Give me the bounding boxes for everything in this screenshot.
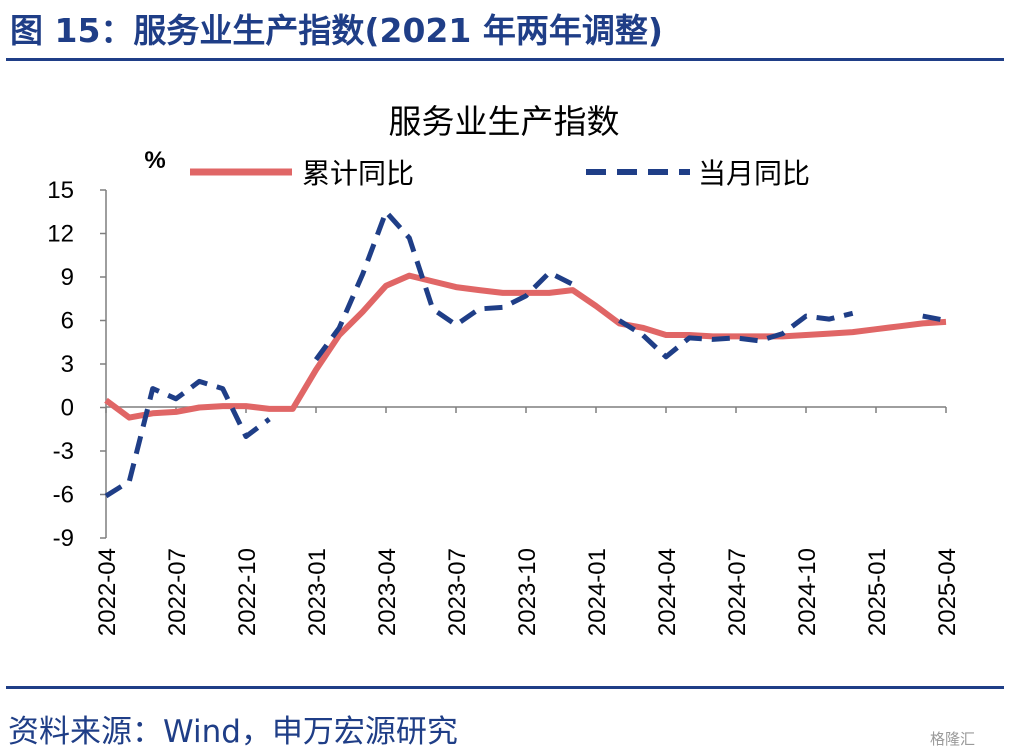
axes (105, 190, 946, 538)
y-axis-unit: % (144, 147, 165, 174)
y-tick-label: 3 (61, 351, 74, 378)
y-tick-label: -6 (53, 482, 74, 509)
x-tick-label: 2024-01 (584, 548, 611, 636)
y-axis-ticks: 15 12 9 6 3 0 -3 -6 -9 (47, 177, 106, 552)
x-axis-ticks: 2022-04 2022-07 2022-10 2023-01 2023-04 2023-… (94, 407, 961, 636)
figure-title: 图 15：服务业生产指数(2021 年两年调整) (10, 11, 663, 50)
legend-label-monthly: 当月同比 (698, 157, 810, 190)
legend-label-cumulative: 累计同比 (302, 157, 414, 190)
series-line-monthly (104, 209, 947, 499)
series-line-cumulative (104, 272, 947, 421)
y-tick-label: 12 (47, 221, 74, 248)
x-tick-label: 2024-07 (724, 548, 751, 636)
x-tick-label: 2023-10 (514, 548, 541, 636)
watermark-text: 格隆汇 (930, 730, 976, 748)
x-tick-label: 2023-01 (304, 548, 331, 636)
header-divider (6, 58, 1004, 61)
x-tick-label: 2022-04 (94, 548, 121, 636)
series-lines (104, 209, 947, 499)
legend: 累计同比 当月同比 (190, 157, 810, 190)
chart: 服务业生产指数 % 累计同比 当月同比 15 12 9 6 3 0 -3 -6 -9 2022-… (47, 102, 961, 636)
chart-title: 服务业生产指数 (389, 102, 620, 141)
x-tick-label: 2022-10 (234, 548, 261, 636)
y-tick-label: 15 (47, 177, 74, 204)
y-tick-label: -9 (53, 525, 74, 552)
x-tick-label: 2025-04 (934, 548, 961, 636)
x-tick-label: 2024-04 (654, 548, 681, 636)
y-tick-label: 6 (61, 308, 74, 335)
y-tick-label: -3 (53, 438, 74, 465)
x-tick-label: 2023-04 (374, 548, 401, 636)
y-tick-label: 0 (61, 395, 74, 422)
x-tick-label: 2025-01 (864, 548, 891, 636)
y-tick-label: 9 (61, 264, 74, 291)
x-tick-label: 2024-10 (794, 548, 821, 636)
source-note: 资料来源：Wind，申万宏源研究 (8, 714, 458, 750)
x-tick-label: 2022-07 (164, 548, 191, 636)
footer-divider (6, 686, 1004, 689)
x-tick-label: 2023-07 (444, 548, 471, 636)
